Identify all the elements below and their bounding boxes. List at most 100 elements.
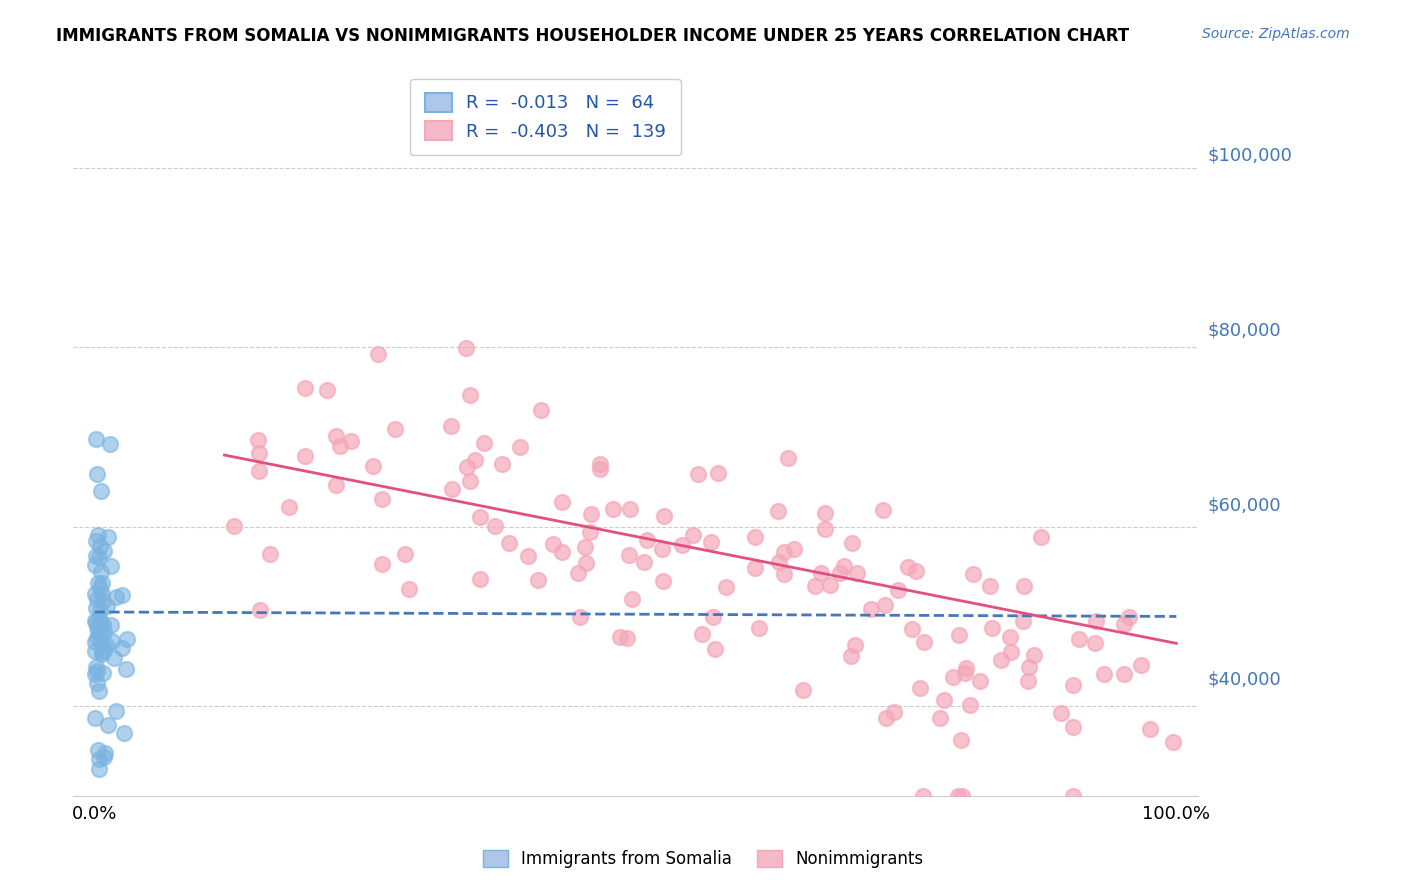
Point bbox=[1029, 530, 1052, 544]
Point bbox=[551, 495, 574, 509]
Point bbox=[89, 581, 111, 595]
Point bbox=[707, 466, 730, 480]
Point bbox=[783, 542, 806, 557]
Point bbox=[602, 502, 624, 516]
Point bbox=[897, 560, 920, 574]
Point bbox=[115, 632, 138, 646]
Point bbox=[979, 579, 1001, 593]
Point bbox=[339, 434, 361, 449]
Point bbox=[1018, 659, 1040, 673]
Point bbox=[581, 507, 603, 521]
Point bbox=[814, 506, 837, 520]
Point bbox=[86, 675, 108, 690]
Point bbox=[247, 464, 270, 478]
Point bbox=[105, 590, 128, 604]
Point bbox=[955, 661, 977, 675]
Point bbox=[90, 635, 112, 649]
Point bbox=[772, 567, 794, 582]
Point bbox=[883, 705, 905, 719]
Point bbox=[86, 591, 108, 606]
Point bbox=[111, 589, 134, 603]
Point bbox=[454, 342, 477, 356]
Point bbox=[484, 519, 506, 533]
Point bbox=[498, 535, 520, 549]
Point bbox=[959, 698, 981, 713]
Point bbox=[90, 587, 112, 601]
Point bbox=[87, 762, 110, 776]
Point bbox=[83, 586, 105, 600]
Point bbox=[458, 475, 481, 489]
Point bbox=[792, 682, 814, 697]
Point bbox=[574, 540, 596, 554]
Point bbox=[86, 433, 108, 447]
Point bbox=[371, 492, 394, 507]
Point bbox=[89, 614, 111, 628]
Point bbox=[619, 501, 641, 516]
Point bbox=[1062, 678, 1084, 692]
Point bbox=[93, 543, 115, 558]
Point bbox=[87, 684, 110, 698]
Point bbox=[950, 789, 973, 803]
Point bbox=[91, 648, 114, 662]
Point bbox=[100, 558, 122, 573]
Point bbox=[96, 638, 118, 652]
Point bbox=[1022, 648, 1045, 662]
Point bbox=[87, 528, 110, 542]
Point bbox=[748, 621, 770, 635]
Point bbox=[222, 518, 245, 533]
Point bbox=[384, 422, 406, 436]
Point bbox=[509, 440, 531, 454]
Point bbox=[84, 558, 107, 573]
Point bbox=[1161, 735, 1184, 749]
Point bbox=[84, 534, 107, 549]
Point bbox=[912, 635, 935, 649]
Point bbox=[104, 704, 127, 718]
Legend: Immigrants from Somalia, Nonimmigrants: Immigrants from Somalia, Nonimmigrants bbox=[477, 843, 929, 875]
Point bbox=[616, 631, 638, 645]
Point bbox=[541, 537, 564, 551]
Point bbox=[294, 381, 316, 395]
Point bbox=[86, 467, 108, 481]
Point bbox=[86, 631, 108, 645]
Point bbox=[86, 620, 108, 634]
Point bbox=[981, 622, 1004, 636]
Point bbox=[1129, 657, 1152, 672]
Point bbox=[93, 624, 115, 639]
Point bbox=[103, 650, 125, 665]
Point bbox=[620, 591, 643, 606]
Point bbox=[873, 598, 896, 612]
Point bbox=[367, 347, 389, 361]
Point bbox=[84, 601, 107, 615]
Point bbox=[901, 623, 924, 637]
Point bbox=[90, 565, 112, 579]
Point bbox=[361, 458, 384, 473]
Point bbox=[876, 711, 898, 725]
Point bbox=[86, 625, 108, 640]
Point bbox=[962, 567, 984, 582]
Point bbox=[87, 742, 110, 756]
Point bbox=[810, 566, 832, 580]
Point bbox=[259, 547, 281, 561]
Point bbox=[579, 525, 602, 540]
Point bbox=[1084, 636, 1107, 650]
Point bbox=[456, 459, 478, 474]
Point bbox=[87, 550, 110, 565]
Point bbox=[468, 510, 491, 524]
Point bbox=[575, 556, 598, 570]
Point bbox=[394, 547, 416, 561]
Point bbox=[84, 615, 107, 630]
Point bbox=[1012, 614, 1035, 628]
Point bbox=[652, 574, 675, 588]
Point bbox=[93, 594, 115, 608]
Point bbox=[682, 528, 704, 542]
Point bbox=[294, 449, 316, 463]
Point bbox=[699, 535, 721, 549]
Point bbox=[325, 478, 347, 492]
Point bbox=[87, 752, 110, 766]
Point bbox=[96, 530, 118, 544]
Point bbox=[247, 433, 270, 447]
Point bbox=[617, 548, 640, 562]
Point bbox=[671, 537, 693, 551]
Point bbox=[516, 549, 538, 563]
Point bbox=[1000, 645, 1022, 659]
